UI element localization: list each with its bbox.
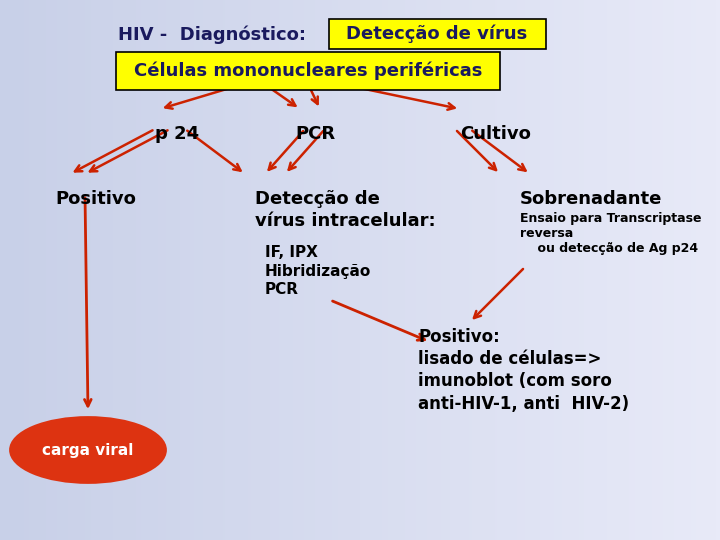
Text: Células mononucleares periféricas: Células mononucleares periféricas [134, 62, 482, 80]
Text: Ensaio para Transcriptase
reversa
    ou detecção de Ag p24: Ensaio para Transcriptase reversa ou det… [520, 212, 701, 255]
Text: HIV -  Diagnóstico:: HIV - Diagnóstico: [118, 26, 306, 44]
Text: Positivo:
lisado de células=>
imunoblot (com soro
anti-HIV-1, anti  HIV-2): Positivo: lisado de células=> imunoblot … [418, 328, 629, 413]
Text: Positivo: Positivo [55, 190, 136, 208]
FancyBboxPatch shape [329, 19, 546, 49]
Text: carga viral: carga viral [42, 442, 134, 457]
Text: Sobrenadante: Sobrenadante [520, 190, 662, 208]
Text: Detecção de vírus: Detecção de vírus [346, 25, 528, 43]
Text: Cultivo: Cultivo [460, 125, 531, 143]
Text: PCR: PCR [295, 125, 335, 143]
Text: p 24: p 24 [155, 125, 199, 143]
Text: Detecção de
vírus intracelular:: Detecção de vírus intracelular: [255, 190, 436, 230]
Text: IF, IPX
Hibridização
PCR: IF, IPX Hibridização PCR [265, 245, 372, 297]
Ellipse shape [11, 417, 166, 483]
FancyBboxPatch shape [116, 52, 500, 90]
